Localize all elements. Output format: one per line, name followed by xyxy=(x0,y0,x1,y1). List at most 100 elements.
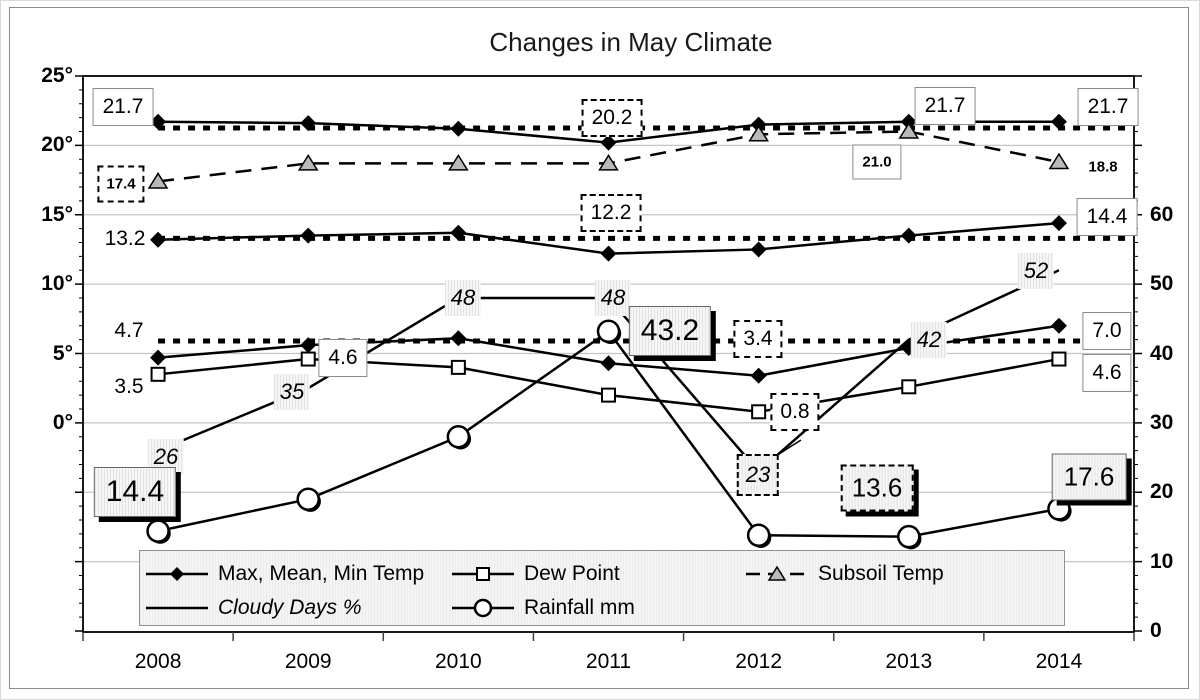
diamond-marker xyxy=(900,227,917,244)
triangle-dashed-line-icon xyxy=(746,565,808,581)
triangle-marker xyxy=(1048,152,1070,170)
data-label-21-7: 21.7 xyxy=(92,88,154,126)
data-label-17-4: 17.4 xyxy=(97,165,145,203)
square-marker xyxy=(1051,351,1067,367)
data-label-42: 42 xyxy=(910,322,948,358)
square-marker xyxy=(450,359,466,375)
diamond-marker xyxy=(150,231,167,248)
left-axis-label: 5° xyxy=(52,341,73,365)
data-label-4-7: 4.7 xyxy=(114,319,144,342)
right-axis-label: 30 xyxy=(1150,410,1174,434)
square-marker xyxy=(150,366,166,382)
data-label-0-8: 0.8 xyxy=(770,393,820,431)
left-axis-label: 0° xyxy=(52,410,73,434)
data-label-13-2: 13.2 xyxy=(104,227,146,250)
diamond-marker xyxy=(300,115,317,132)
data-label-20-2: 20.2 xyxy=(581,99,643,137)
data-label-35: 35 xyxy=(273,374,311,410)
triangle-marker xyxy=(297,153,319,171)
diamond-marker xyxy=(600,355,617,372)
square-marker xyxy=(901,379,917,395)
legend-entry-dew-point: Dew Point xyxy=(450,562,620,586)
diamond-marker xyxy=(300,337,317,354)
legend: Max, Mean, Min Temp Dew Point Subsoil Temp… xyxy=(139,550,1065,626)
x-axis-label-2012: 2012 xyxy=(735,650,782,673)
data-label-13-6: 13.6 xyxy=(840,464,914,512)
right-axis-label: 60 xyxy=(1150,202,1174,226)
chart-title: Changes in May Climate xyxy=(489,27,773,57)
data-label-48: 48 xyxy=(594,280,632,316)
right-axis-label: 20 xyxy=(1150,480,1174,504)
data-label-18-8: 18.8 xyxy=(1088,158,1118,176)
data-label-4-6: 4.6 xyxy=(318,339,368,377)
x-axis-label-2010: 2010 xyxy=(434,650,482,673)
triangle-marker xyxy=(598,153,619,171)
circle-marker xyxy=(446,425,471,449)
data-label-21-7: 21.7 xyxy=(914,87,976,125)
right-axis-label: 50 xyxy=(1150,272,1174,296)
right-axis-label: 0 xyxy=(1150,619,1162,642)
x-axis-label-2013: 2013 xyxy=(885,650,933,673)
diamond-marker xyxy=(1050,317,1067,334)
data-label-12-2: 12.2 xyxy=(580,194,642,232)
circle-marker xyxy=(146,519,170,543)
data-label-4-6: 4.6 xyxy=(1082,354,1132,392)
legend-entry-cloudy-days-: Cloudy Days % xyxy=(144,596,362,620)
circle-line-icon xyxy=(452,598,514,618)
diamond-marker xyxy=(1050,113,1067,130)
diamond-marker xyxy=(150,113,167,130)
square-marker xyxy=(751,404,767,420)
square-marker xyxy=(300,351,316,367)
data-label-3-5: 3.5 xyxy=(114,375,144,398)
right-axis-label: 10 xyxy=(1150,549,1174,573)
diamond-marker xyxy=(600,134,617,151)
data-label-48: 48 xyxy=(444,280,482,316)
x-axis-label-2014: 2014 xyxy=(1035,650,1083,673)
circle-marker xyxy=(897,524,921,549)
data-label-52: 52 xyxy=(1017,253,1055,289)
x-axis-label-2008: 2008 xyxy=(134,650,182,673)
square-marker xyxy=(601,387,616,403)
data-label-17-6: 17.6 xyxy=(1051,453,1127,501)
data-label-14-4: 14.4 xyxy=(1076,198,1138,236)
diamond-marker xyxy=(600,245,617,262)
square-line-icon xyxy=(452,567,514,581)
diamond-marker xyxy=(750,367,767,384)
legend-label: Rainfall mm xyxy=(524,596,635,619)
legend-label: Dew Point xyxy=(524,562,620,585)
diamond-line-icon xyxy=(146,567,208,581)
legend-label: Max, Mean, Min Temp xyxy=(218,562,425,585)
data-label-14-4: 14.4 xyxy=(93,467,177,517)
diamond-marker xyxy=(450,330,467,347)
legend-label: Cloudy Days % xyxy=(218,596,362,619)
data-label-21-7: 21.7 xyxy=(1077,88,1139,126)
data-label-21-0: 21.0 xyxy=(852,144,902,180)
diamond-marker xyxy=(900,113,917,130)
diamond-marker xyxy=(750,241,767,258)
legend-entry-rainfall-mm: Rainfall mm xyxy=(450,596,635,620)
diamond-marker xyxy=(150,349,167,366)
data-label-43-2: 43.2 xyxy=(628,306,712,356)
diamond-marker xyxy=(1050,215,1067,232)
left-axis-label: 10° xyxy=(41,272,73,296)
triangle-marker xyxy=(898,122,920,139)
data-label-3-4: 3.4 xyxy=(733,320,783,358)
diamond-marker xyxy=(450,224,467,241)
plain-line-icon xyxy=(146,606,208,610)
diamond-marker xyxy=(750,116,767,133)
data-label-23: 23 xyxy=(736,454,780,496)
triangle-marker xyxy=(147,172,169,189)
label-leader-line xyxy=(778,439,802,455)
diamond-marker xyxy=(450,120,467,137)
legend-label: Subsoil Temp xyxy=(818,562,944,585)
circle-marker xyxy=(1047,497,1071,521)
right-axis-label: 40 xyxy=(1150,341,1174,365)
triangle-marker xyxy=(748,124,769,142)
left-axis-label: 25° xyxy=(41,64,73,87)
left-axis-label: 20° xyxy=(41,133,73,157)
triangle-marker xyxy=(448,153,469,171)
x-axis-label-2011: 2011 xyxy=(585,650,632,673)
figure-border xyxy=(9,7,1189,689)
legend-entry-max-mean-min-temp: Max, Mean, Min Temp xyxy=(144,562,424,586)
